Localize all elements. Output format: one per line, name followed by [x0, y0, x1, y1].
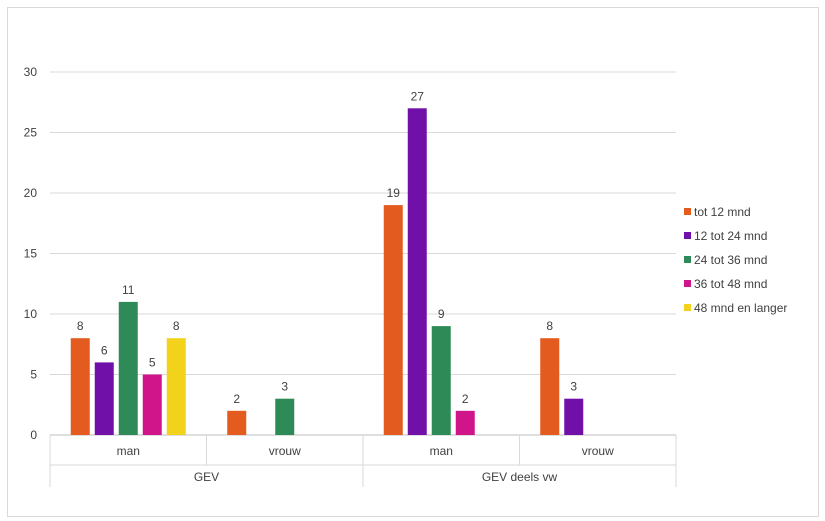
- legend-label: tot 12 mnd: [694, 205, 751, 219]
- data-label: 6: [101, 343, 108, 357]
- y-tick-label: 10: [24, 307, 38, 321]
- legend-label: 48 mnd en langer: [694, 301, 787, 315]
- group-label: GEV: [194, 470, 219, 484]
- category-label: man: [117, 444, 140, 458]
- legend-swatch: [684, 304, 691, 311]
- bar: [275, 398, 295, 435]
- data-label: 11: [122, 283, 135, 297]
- data-label: 8: [77, 319, 84, 333]
- bar: [455, 410, 475, 435]
- data-labels: 8 6 11 5 8 2 3 19 27 9 2 8 3: [77, 89, 578, 406]
- group-label: GEV deels vw: [482, 470, 558, 484]
- legend: tot 12 mnd 12 tot 24 mnd 24 tot 36 mnd 36 t…: [684, 205, 787, 315]
- y-tick-label: 30: [24, 65, 38, 79]
- legend-label: 24 tot 36 mnd: [694, 253, 767, 267]
- bar: [142, 374, 162, 435]
- bar: [564, 398, 584, 435]
- data-label: 3: [570, 380, 577, 394]
- data-label: 2: [233, 392, 240, 406]
- legend-swatch: [684, 280, 691, 287]
- data-label: 3: [281, 380, 288, 394]
- y-tick-label: 5: [30, 368, 37, 382]
- bar: [431, 326, 451, 435]
- bar: [227, 410, 247, 435]
- bar: [166, 338, 186, 435]
- bars: [70, 108, 584, 436]
- bar: [70, 338, 90, 435]
- data-label: 9: [438, 307, 445, 321]
- bar: [118, 301, 138, 435]
- x-axis: man vrouw man vrouw GEV GEV deels vw: [49, 435, 677, 487]
- legend-swatch: [684, 232, 691, 239]
- data-label: 5: [149, 356, 156, 370]
- category-label: vrouw: [582, 444, 614, 458]
- legend-label: 12 tot 24 mnd: [694, 229, 767, 243]
- data-label: 19: [387, 186, 401, 200]
- data-label: 8: [546, 319, 553, 333]
- data-label: 2: [462, 392, 469, 406]
- bar: [407, 108, 427, 436]
- bar: [540, 338, 560, 435]
- bar: [94, 362, 114, 435]
- legend-swatch: [684, 256, 691, 263]
- legend-swatch: [684, 208, 691, 215]
- y-axis: 0 5 10 15 20 25 30: [24, 65, 38, 442]
- legend-label: 36 tot 48 mnd: [694, 277, 767, 291]
- data-label: 27: [411, 89, 425, 103]
- category-label: man: [430, 444, 453, 458]
- data-label: 8: [173, 319, 180, 333]
- y-tick-label: 15: [24, 247, 38, 261]
- y-tick-label: 25: [24, 126, 38, 140]
- category-label: vrouw: [269, 444, 301, 458]
- y-tick-label: 0: [30, 428, 37, 442]
- bar: [383, 205, 403, 435]
- y-tick-label: 20: [24, 186, 38, 200]
